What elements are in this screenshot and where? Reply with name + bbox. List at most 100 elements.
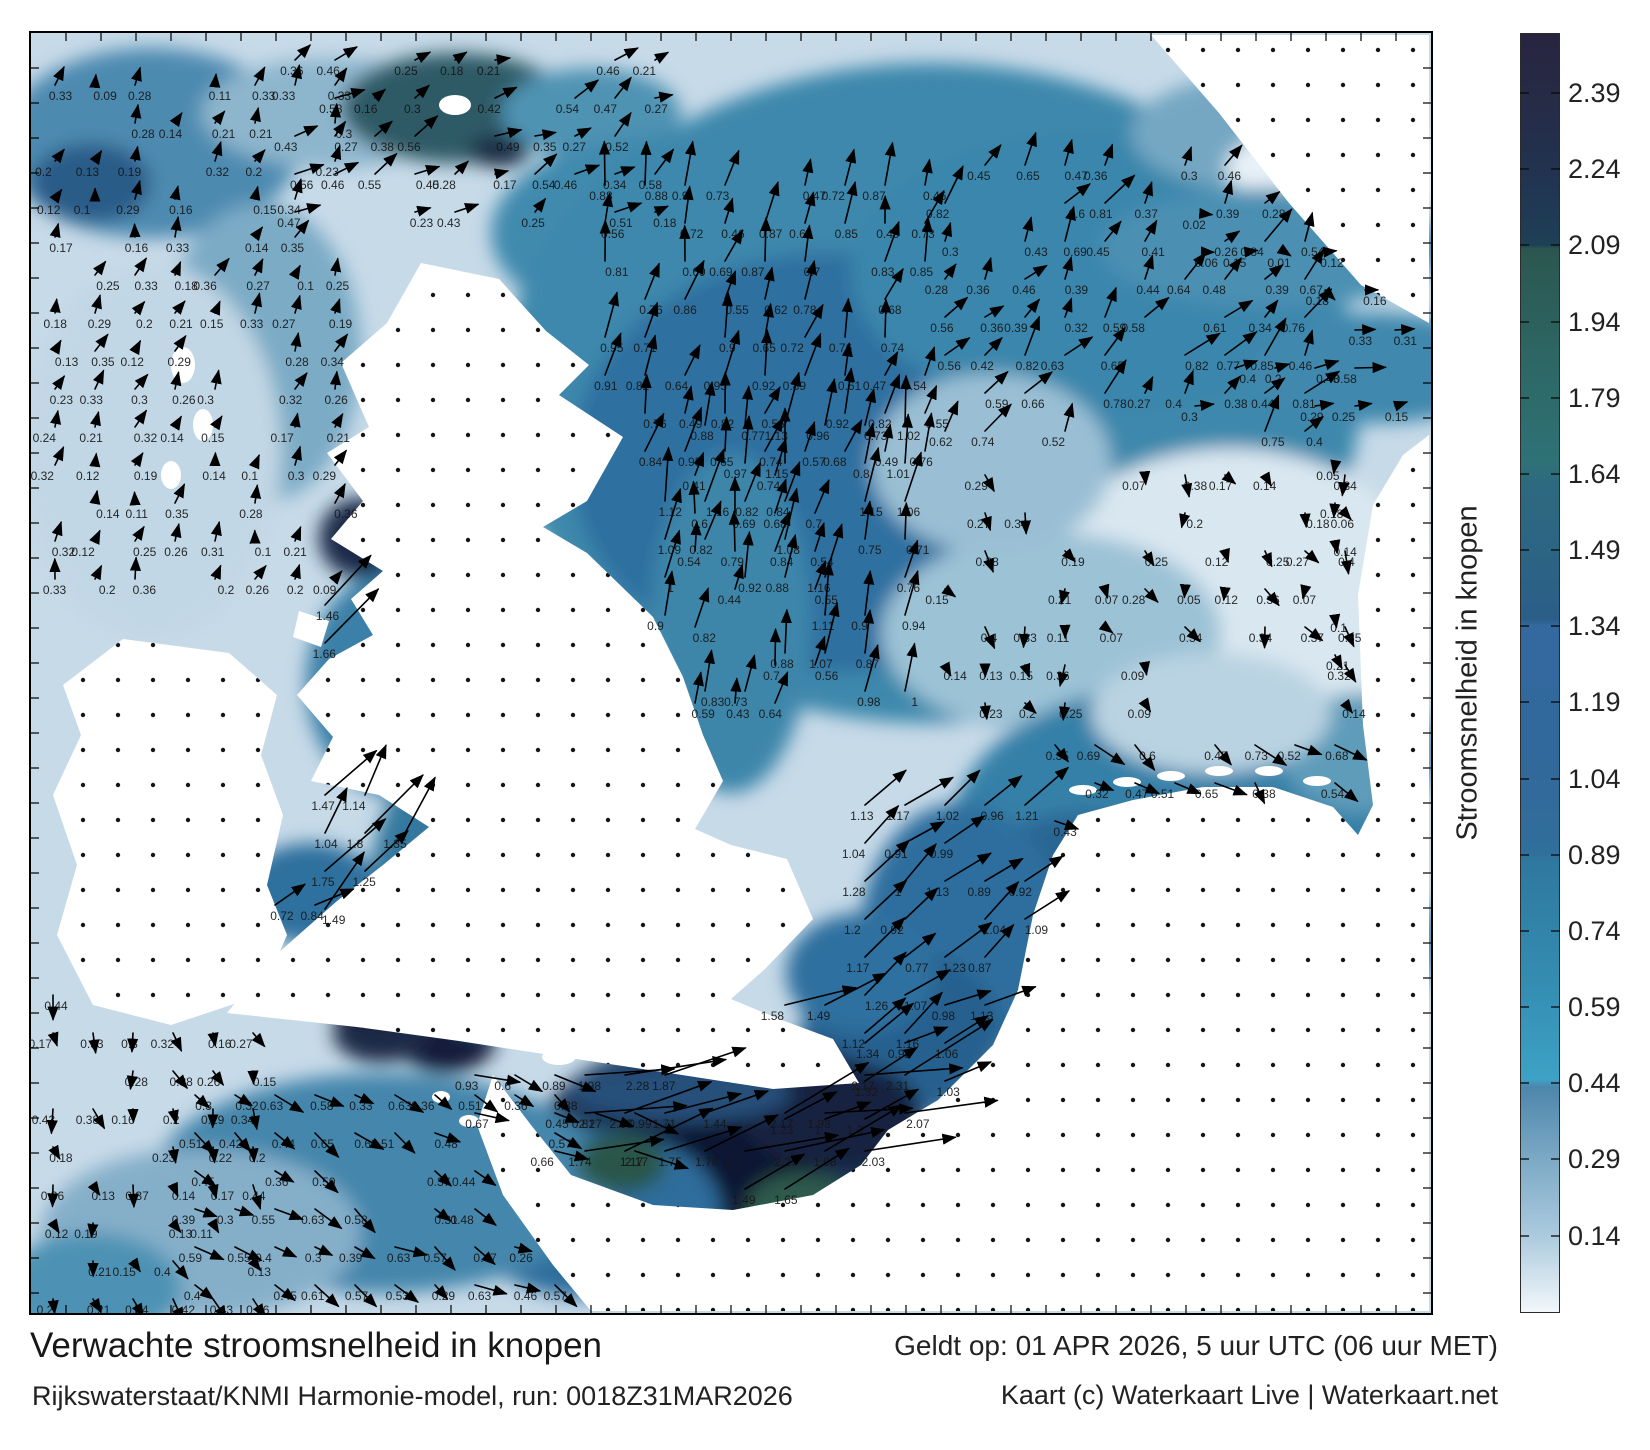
- colorbar-tick: 0.74: [1568, 915, 1621, 946]
- svg-text:1.35: 1.35: [383, 837, 407, 851]
- svg-text:0.87: 0.87: [968, 961, 992, 975]
- svg-text:0.28: 0.28: [125, 1075, 149, 1089]
- colorbar-tick: 1.49: [1568, 535, 1621, 566]
- svg-text:0.76: 0.76: [897, 581, 921, 595]
- landmass-ie: [53, 639, 287, 1025]
- svg-text:0.45: 0.45: [967, 169, 991, 183]
- svg-text:0.18: 0.18: [49, 1151, 73, 1165]
- colorbar-tick-mark: [1520, 549, 1529, 552]
- svg-text:0.88: 0.88: [766, 581, 790, 595]
- svg-text:0.9: 0.9: [851, 619, 868, 633]
- svg-text:1.16: 1.16: [807, 581, 831, 595]
- svg-text:0.17: 0.17: [270, 431, 294, 445]
- svg-text:0.98: 0.98: [932, 1009, 956, 1023]
- map-svg: 0.330.20.120.170.180.130.230.240.320.320…: [31, 33, 1431, 1313]
- svg-text:0.36: 0.36: [334, 507, 358, 521]
- svg-text:0.69: 0.69: [1063, 245, 1087, 259]
- svg-text:0.2: 0.2: [246, 165, 263, 179]
- svg-text:0.44: 0.44: [1251, 397, 1275, 411]
- svg-text:0.29: 0.29: [1300, 410, 1324, 424]
- land-masses: [53, 35, 1429, 1311]
- svg-text:0.26: 0.26: [164, 545, 188, 559]
- svg-text:0.15: 0.15: [112, 1265, 136, 1279]
- svg-text:0.14: 0.14: [1342, 707, 1366, 721]
- colorbar-tick: 2.24: [1568, 154, 1621, 185]
- svg-text:0.82: 0.82: [735, 505, 759, 519]
- svg-text:0.35: 0.35: [1046, 749, 1070, 763]
- model-run-caption: Rijkswaterstaat/KNMI Harmonie-model, run…: [32, 1381, 793, 1411]
- svg-text:1.03: 1.03: [937, 1085, 961, 1099]
- colorbar-tick-mark: [1520, 853, 1529, 856]
- svg-text:0.68: 0.68: [823, 455, 847, 469]
- svg-text:1.12: 1.12: [659, 505, 683, 519]
- svg-text:0.73: 0.73: [1245, 749, 1269, 763]
- colorbar-tick-mark: [1520, 92, 1529, 95]
- svg-text:0.74: 0.74: [971, 435, 995, 449]
- svg-text:0.2: 0.2: [218, 583, 235, 597]
- landmass-gb: [227, 263, 859, 1089]
- svg-text:0.18: 0.18: [1306, 517, 1330, 531]
- svg-text:0.09: 0.09: [1128, 707, 1152, 721]
- svg-text:0.42: 0.42: [970, 359, 994, 373]
- svg-text:0.44: 0.44: [44, 999, 68, 1013]
- svg-text:0.17: 0.17: [1209, 479, 1233, 493]
- svg-text:2.17: 2.17: [851, 1079, 875, 1093]
- svg-text:1.26: 1.26: [865, 999, 889, 1013]
- svg-text:0.39: 0.39: [339, 1251, 363, 1265]
- svg-text:1.02: 1.02: [897, 429, 921, 443]
- svg-text:0.69: 0.69: [732, 517, 756, 531]
- svg-text:0.2: 0.2: [287, 583, 304, 597]
- svg-text:0.74: 0.74: [757, 479, 781, 493]
- svg-text:0.21: 0.21: [212, 127, 236, 141]
- svg-text:0.72: 0.72: [780, 341, 804, 355]
- svg-text:0.21: 0.21: [88, 1265, 112, 1279]
- svg-text:0.26: 0.26: [1214, 245, 1238, 259]
- svg-text:0.22: 0.22: [209, 1151, 233, 1165]
- svg-text:0.84: 0.84: [300, 909, 324, 923]
- svg-text:0.52: 0.52: [605, 140, 629, 154]
- svg-text:0.64: 0.64: [1167, 283, 1191, 297]
- svg-text:0.37: 0.37: [125, 1189, 149, 1203]
- svg-text:0.13: 0.13: [76, 165, 100, 179]
- colorbar-tick-mark: [1520, 320, 1529, 323]
- svg-text:0.61: 0.61: [1203, 321, 1227, 335]
- svg-text:1.78: 1.78: [695, 1155, 719, 1169]
- svg-text:0.27: 0.27: [644, 102, 668, 116]
- svg-text:0.6: 0.6: [691, 517, 708, 531]
- svg-text:0.43: 0.43: [1024, 245, 1048, 259]
- svg-text:0.4: 0.4: [1239, 372, 1256, 386]
- svg-text:0.38: 0.38: [554, 1099, 578, 1113]
- svg-text:0.66: 0.66: [530, 1155, 554, 1169]
- svg-text:0.91: 0.91: [884, 847, 908, 861]
- svg-text:0.09: 0.09: [313, 583, 337, 597]
- svg-text:0.74: 0.74: [881, 341, 905, 355]
- svg-text:0.77: 0.77: [1217, 359, 1241, 373]
- colorbar-tick-mark: [1520, 168, 1529, 171]
- svg-text:0.26: 0.26: [509, 1251, 533, 1265]
- svg-text:0.23: 0.23: [152, 1151, 176, 1165]
- svg-text:0.29: 0.29: [88, 317, 112, 331]
- svg-text:1.04: 1.04: [842, 847, 866, 861]
- svg-text:0.15: 0.15: [200, 317, 224, 331]
- svg-text:0.73: 0.73: [911, 227, 935, 241]
- colorbar-tick: 1.34: [1568, 611, 1621, 642]
- svg-text:1.06: 1.06: [897, 505, 921, 519]
- svg-text:0.23: 0.23: [410, 216, 434, 230]
- colorbar-tick-mark: [1520, 1006, 1529, 1009]
- svg-text:1.44: 1.44: [703, 1117, 727, 1131]
- svg-text:0.64: 0.64: [665, 379, 689, 393]
- svg-text:0.16: 0.16: [125, 241, 149, 255]
- svg-text:0.42: 0.42: [219, 1137, 243, 1151]
- svg-text:1.06: 1.06: [935, 1047, 959, 1061]
- svg-text:0.61: 0.61: [301, 1289, 325, 1303]
- svg-text:0.46: 0.46: [554, 178, 578, 192]
- svg-text:0.07: 0.07: [1100, 631, 1124, 645]
- svg-text:0.94: 0.94: [902, 619, 926, 633]
- svg-text:1.87: 1.87: [652, 1079, 676, 1093]
- svg-text:0.87: 0.87: [741, 265, 765, 279]
- svg-text:0.34: 0.34: [321, 355, 345, 369]
- svg-text:0.89: 0.89: [542, 1079, 566, 1093]
- svg-text:1.34: 1.34: [856, 1047, 880, 1061]
- svg-text:0.88: 0.88: [770, 657, 794, 671]
- svg-text:0.63: 0.63: [301, 1213, 325, 1227]
